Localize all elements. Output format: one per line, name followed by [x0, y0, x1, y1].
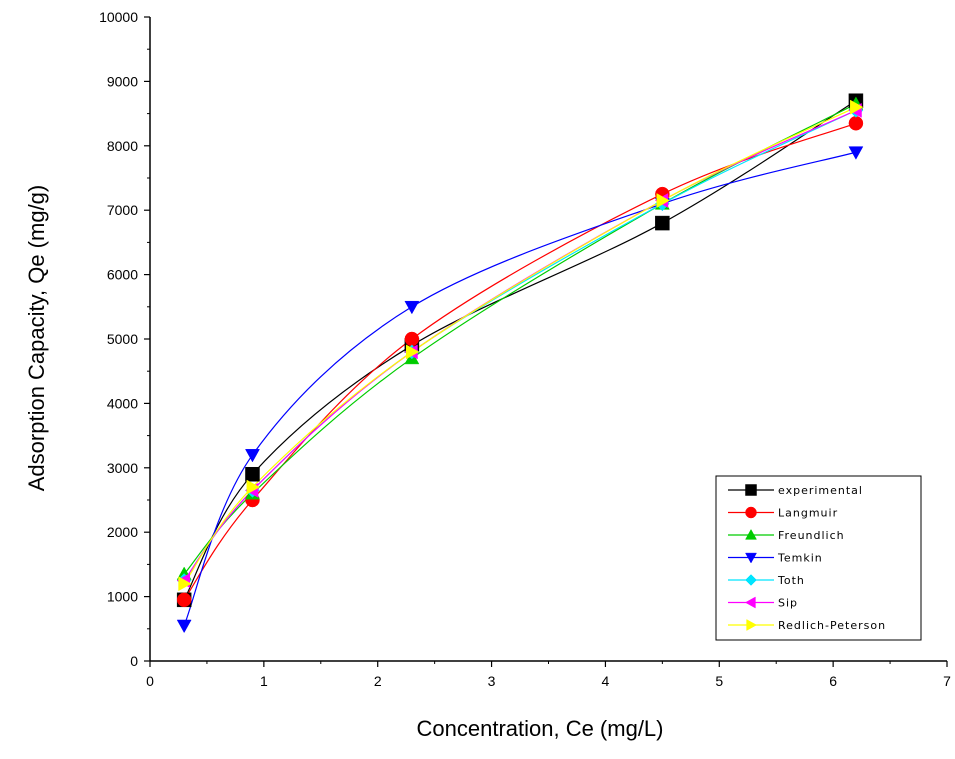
legend-label-langmuir: Langmuir [778, 507, 838, 520]
tick-labels: 0 1000 2000 3000 4000 5000 6000 7000 8000 9000 100… [99, 9, 951, 689]
y-tick-label: 3000 [107, 460, 138, 476]
series-line-redlich-peterson [183, 106, 857, 585]
y-tick-label: 5000 [107, 331, 138, 347]
legend-marker-experimental [745, 484, 757, 496]
data-point-redlich-peterson [850, 99, 864, 115]
y-tick-label: 0 [130, 653, 138, 669]
legend-marker-freundlich [745, 528, 757, 540]
y-axis-title: Adsorption Capacity, Qe (mg/g) [24, 185, 49, 492]
x-tick-label: 1 [260, 673, 268, 689]
data-point-langmuir [176, 592, 192, 608]
legend-label-sip: Sip [778, 597, 798, 610]
y-tick-label: 4000 [107, 395, 138, 411]
x-tick-label: 3 [488, 673, 496, 689]
series-markers [176, 93, 864, 634]
series-line-experimental [183, 100, 857, 601]
x-tick-label: 5 [715, 673, 723, 689]
y-tick-label: 7000 [107, 202, 138, 218]
x-tick-label: 6 [829, 673, 837, 689]
legend-label-redlich-peterson: Redlich-Peterson [778, 619, 886, 632]
y-tick-label: 6000 [107, 267, 138, 283]
data-point-temkin [176, 619, 192, 634]
y-tick-label: 9000 [107, 73, 138, 89]
legend-marker-redlich-peterson [746, 619, 758, 631]
y-tick-label: 10000 [99, 9, 138, 25]
legend: experimental Langmuir Freundlich Temkin Toth… [715, 475, 922, 641]
series-lines [183, 100, 857, 626]
data-point-temkin [245, 449, 260, 463]
x-axis-title: Concentration, Ce (mg/L) [417, 716, 664, 741]
data-point-experimental [655, 215, 670, 231]
y-tick-label: 1000 [107, 589, 138, 605]
legend-label-freundlich: Freundlich [778, 529, 845, 542]
x-tick-label: 0 [146, 673, 154, 689]
x-tick-label: 2 [374, 673, 382, 689]
x-tick-label: 4 [602, 673, 610, 689]
y-tick-label: 8000 [107, 138, 138, 154]
legend-marker-langmuir [745, 506, 757, 519]
data-point-experimental [245, 466, 260, 482]
axes [144, 16, 948, 667]
data-point-langmuir [848, 116, 864, 131]
x-tick-label: 7 [943, 673, 951, 689]
data-point-langmuir [404, 331, 420, 347]
legend-marker-sip [744, 596, 756, 609]
data-point-temkin [848, 146, 864, 160]
data-point-redlich-peterson [246, 479, 260, 495]
legend-label-toth: Toth [777, 574, 805, 587]
legend-marker-temkin [745, 552, 757, 564]
data-point-redlich-peterson [178, 576, 192, 592]
series-line-temkin [183, 151, 857, 626]
legend-label-experimental: experimental [778, 484, 863, 497]
data-point-temkin [404, 300, 420, 315]
y-tick-label: 2000 [107, 524, 138, 540]
data-point-redlich-peterson [656, 193, 670, 208]
legend-marker-toth [745, 574, 757, 586]
data-point-redlich-peterson [406, 344, 420, 360]
legend-label-temkin: Temkin [777, 552, 823, 565]
